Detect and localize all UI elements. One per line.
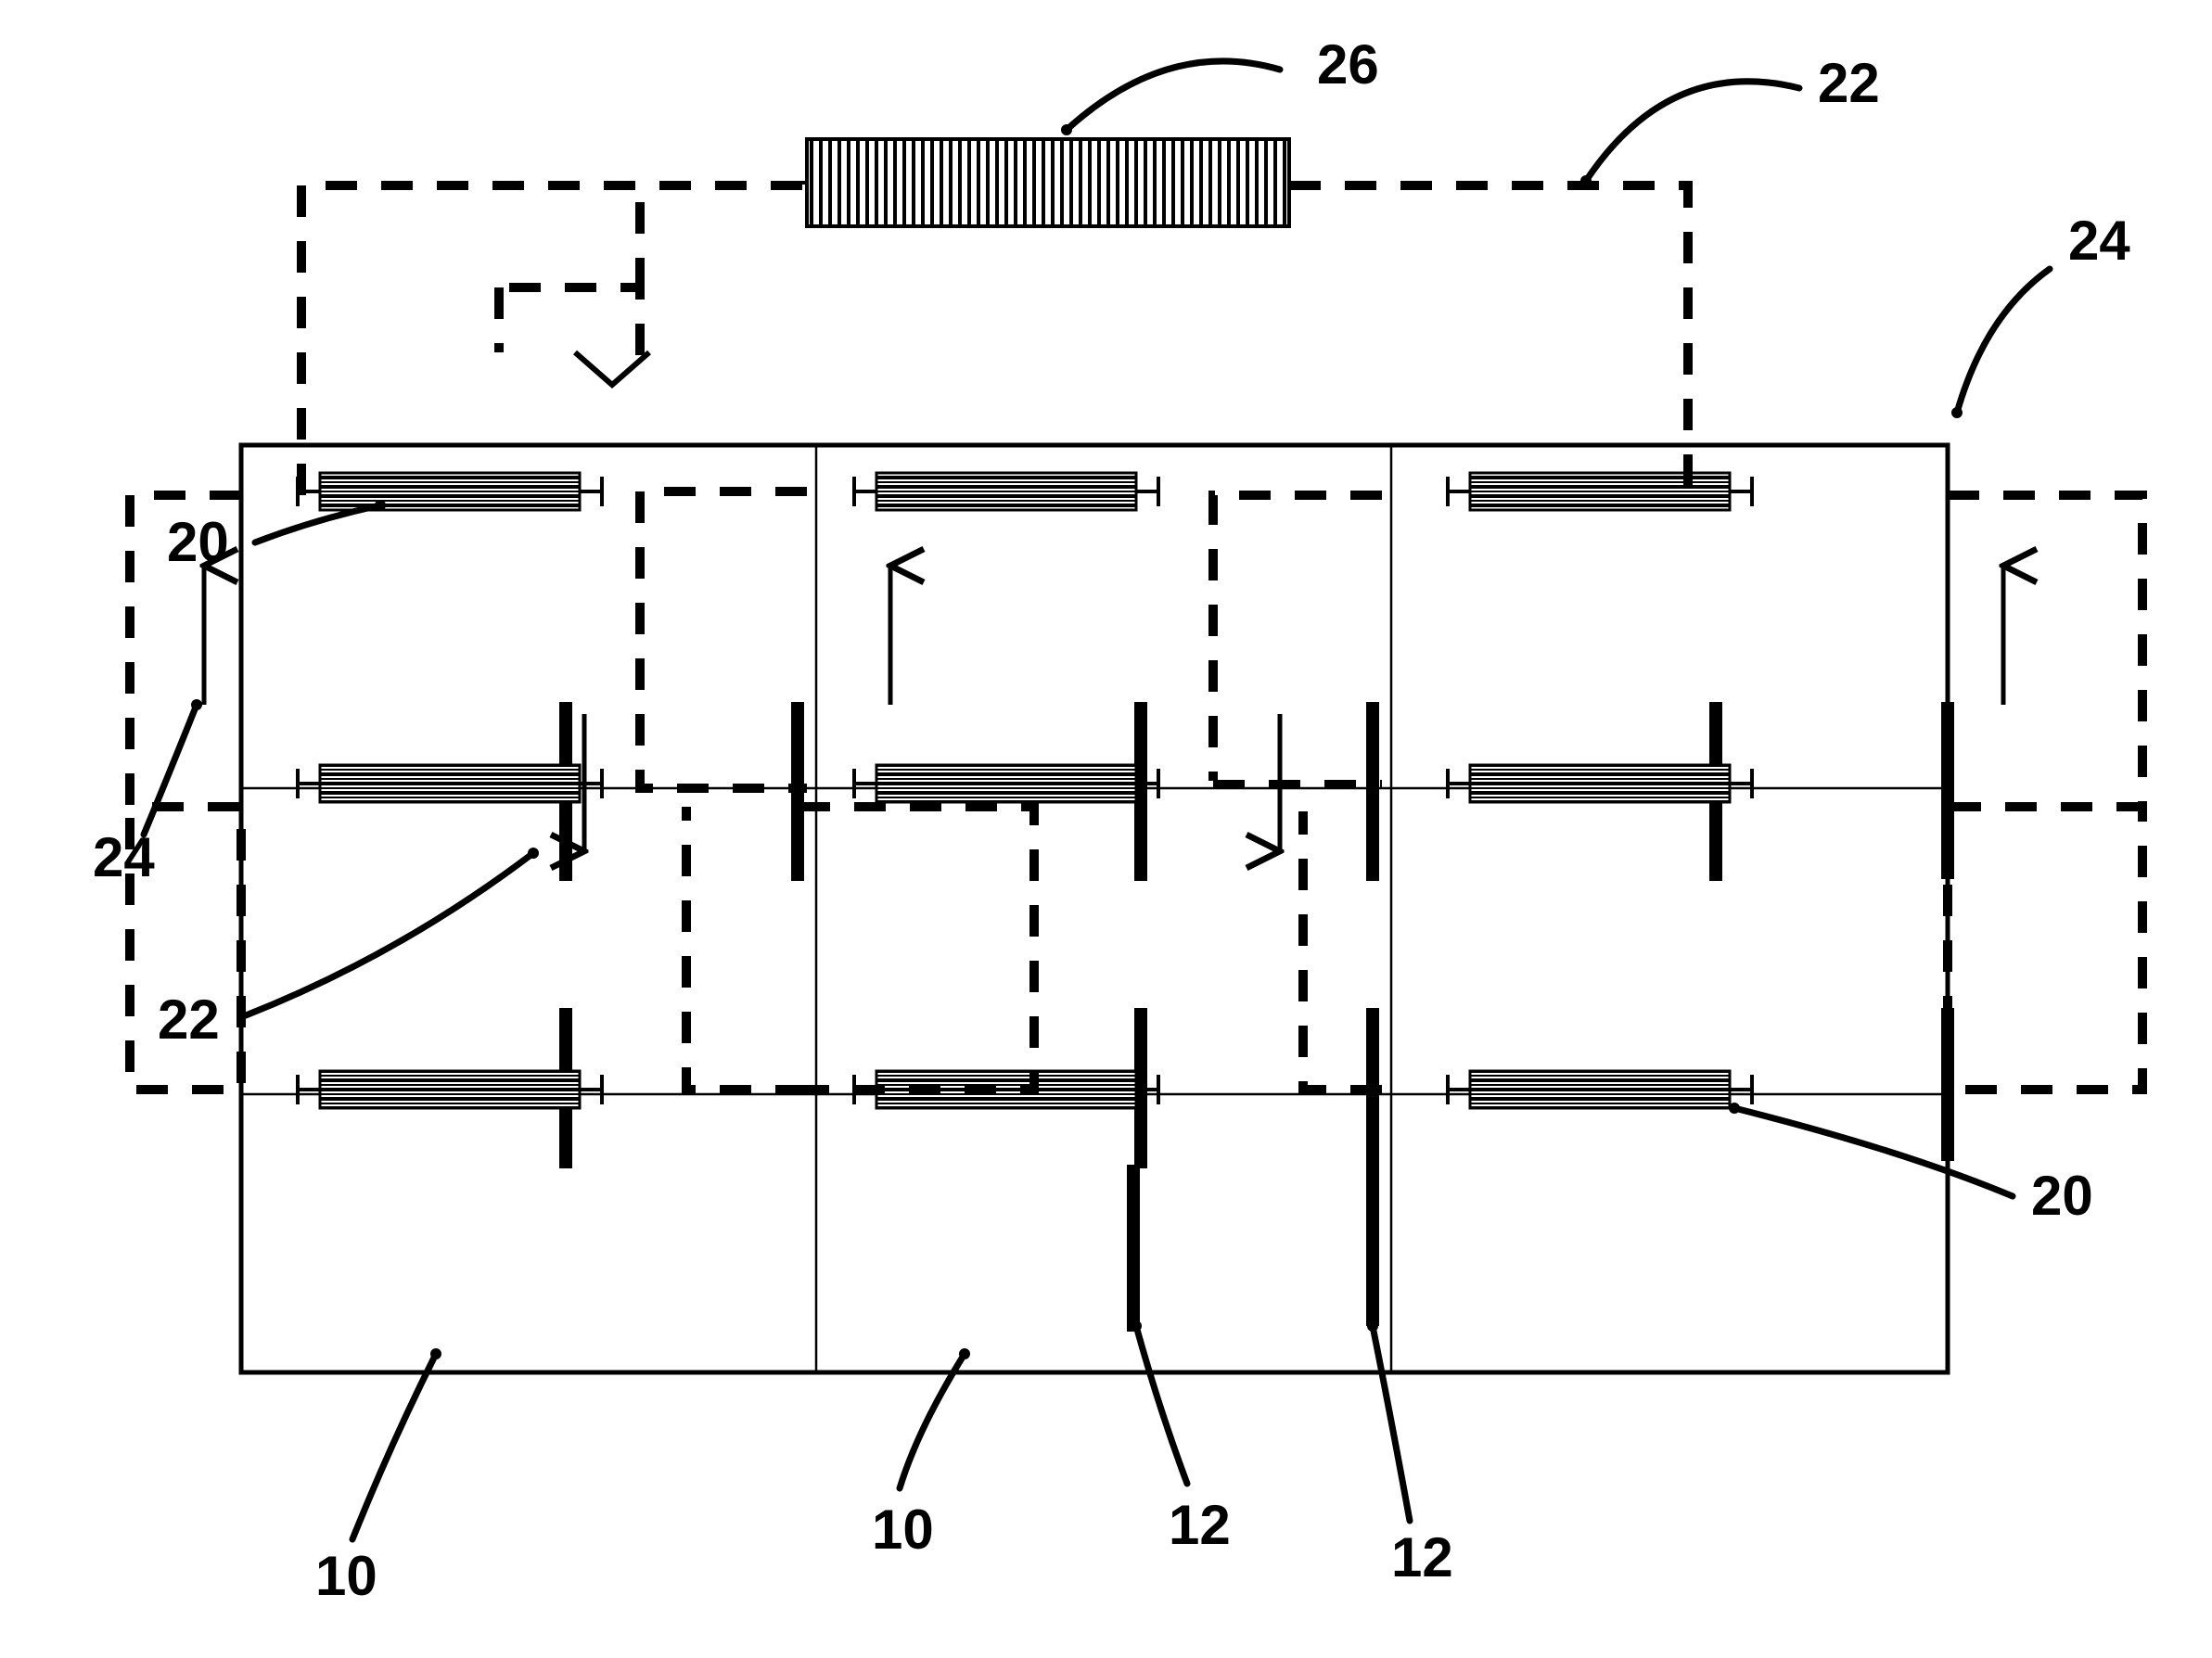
dashed-pipe [640,491,807,788]
callout: 24 [93,699,202,888]
coil-unit [854,473,1158,510]
callout: 12 [1131,1320,1231,1556]
coil-unit [298,1071,602,1108]
callout-label: 12 [1391,1526,1453,1588]
dashed-pipe [1289,185,1688,495]
dashed-pipe [1213,495,1382,781]
callout-label: 10 [315,1545,377,1607]
dashed-pipe [798,807,1034,1090]
callout: 24 [1951,210,2130,418]
callout-label: 22 [158,988,220,1051]
coil-unit [298,765,602,802]
coil-unit [854,765,1158,802]
callout: 10 [315,1348,441,1607]
callout: 20 [1729,1103,2093,1227]
coil-unit [854,1071,1158,1108]
dashed-pipe [499,287,640,355]
tee-chevron [575,352,649,385]
dashed-pipe [301,185,807,495]
coil-unit [1448,473,1752,510]
callout-label: 20 [167,511,229,573]
callout-label: 20 [2031,1165,2093,1227]
callout: 22 [158,848,539,1051]
roof-unit [807,139,1289,226]
callout: 22 [1580,52,1880,186]
coil-unit [298,473,602,510]
callout: 12 [1367,1320,1453,1588]
callout: 10 [872,1348,970,1561]
coil-unit [1448,765,1752,802]
dashed-pipe [686,807,807,1090]
callout-label: 26 [1317,33,1379,96]
coil-unit [1448,1071,1752,1108]
callout-label: 24 [2068,210,2130,272]
callout-label: 10 [872,1499,934,1561]
callout-label: 12 [1169,1494,1231,1556]
callout-label: 24 [93,826,155,888]
building-outline [241,445,1948,1372]
dashed-pipe [1948,495,2142,1090]
diagram-canvas: 26 22 24 20 24 22 20 12 12 10 10 [0,0,2212,1658]
callout: 20 [167,500,386,573]
callout-label: 22 [1818,52,1880,114]
callout: 26 [1061,33,1379,135]
